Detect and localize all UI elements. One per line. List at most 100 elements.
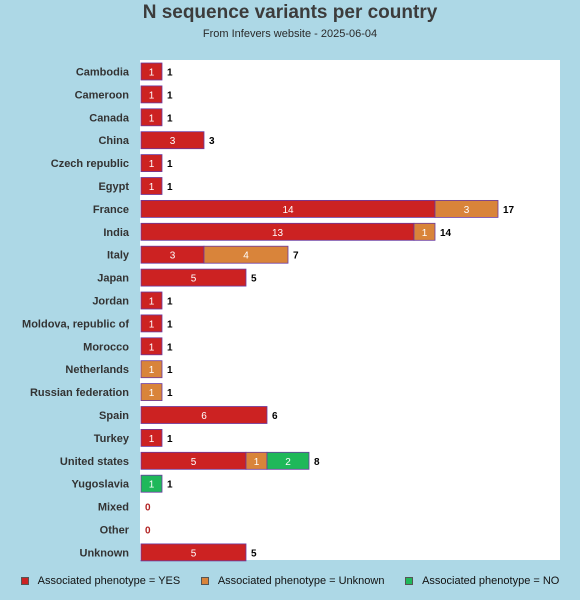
- legend-swatch-unknown: [200, 577, 209, 585]
- total-label-unknown: 5: [251, 548, 257, 559]
- total-label-morocco: 1: [167, 342, 173, 353]
- bar-netherlands-unknown[interactable]: [140, 360, 163, 379]
- bar-label-cameroon-yes: 1: [149, 90, 155, 101]
- category-label-other: Other: [100, 525, 130, 537]
- category-label-russian-federation: Russian federation: [30, 387, 129, 399]
- bar-label-jordan-yes: 1: [149, 297, 155, 308]
- total-label-spain: 6: [272, 411, 278, 422]
- total-label-netherlands: 1: [167, 365, 173, 376]
- total-label-china: 3: [209, 136, 215, 147]
- bar-china-yes[interactable]: [140, 131, 205, 150]
- bar-canada-yes[interactable]: [140, 108, 163, 127]
- bar-label-india-yes: 13: [272, 228, 284, 239]
- total-label-france: 17: [503, 205, 515, 216]
- category-label-jordan: Jordan: [92, 296, 129, 308]
- bar-label-unknown-yes: 5: [191, 548, 197, 559]
- total-label-cameroon: 1: [167, 90, 173, 101]
- bar-france-unknown[interactable]: [434, 199, 499, 218]
- legend: Associated phenotype = YES Associated ph…: [0, 575, 580, 587]
- legend-label-unknown: Associated phenotype = Unknown: [217, 575, 385, 587]
- bar-morocco-yes[interactable]: [140, 337, 163, 356]
- total-label-united-states: 8: [314, 457, 320, 468]
- bar-label-italy-yes: 3: [170, 251, 176, 262]
- bar-label-egypt-yes: 1: [149, 182, 155, 193]
- bar-label-spain-yes: 6: [201, 411, 207, 422]
- total-label-moldova-republic-of: 1: [167, 319, 173, 330]
- bar-label-yugoslavia-no: 1: [149, 480, 155, 491]
- bar-label-france-yes: 14: [282, 205, 294, 216]
- category-label-china: China: [98, 135, 129, 147]
- category-label-canada: Canada: [89, 112, 130, 124]
- bar-russian-federation-unknown[interactable]: [140, 383, 163, 402]
- bar-japan-yes[interactable]: [140, 268, 247, 287]
- category-label-united-states: United states: [60, 456, 129, 468]
- bar-label-moldova-republic-of-yes: 1: [149, 319, 155, 330]
- legend-item-unknown[interactable]: Associated phenotype = Unknown: [200, 575, 385, 587]
- bar-egypt-yes[interactable]: [140, 177, 163, 195]
- bar-jordan-yes[interactable]: [140, 291, 163, 310]
- legend-item-yes[interactable]: Associated phenotype = YES: [20, 575, 181, 587]
- bar-czech-republic-yes[interactable]: [140, 154, 163, 173]
- total-label-india: 14: [440, 228, 452, 239]
- legend-item-no[interactable]: Associated phenotype = NO: [405, 575, 559, 587]
- category-label-turkey: Turkey: [94, 433, 130, 445]
- bar-italy-unknown[interactable]: [203, 245, 289, 264]
- bar-label-turkey-yes: 1: [149, 434, 155, 445]
- category-label-netherlands: Netherlands: [65, 364, 129, 376]
- category-label-india: India: [103, 227, 130, 239]
- category-label-mixed: Mixed: [98, 502, 129, 514]
- bar-unknown-yes[interactable]: [140, 543, 247, 562]
- total-label-other: 0: [145, 526, 151, 537]
- bar-cambodia-yes[interactable]: [140, 62, 163, 81]
- chart-subtitle: From Infevers website - 2025-06-04: [202, 28, 378, 40]
- plot-area: [140, 60, 560, 560]
- category-label-moldova-republic-of: Moldova, republic of: [22, 318, 129, 330]
- legend-swatch-no: [405, 577, 414, 585]
- category-label-morocco: Morocco: [83, 341, 129, 353]
- bar-label-united-states-no: 2: [285, 457, 291, 468]
- category-label-unknown: Unknown: [80, 547, 130, 559]
- bar-cameroon-yes[interactable]: [140, 85, 163, 104]
- bar-label-united-states-yes: 5: [191, 457, 197, 468]
- total-label-cambodia: 1: [167, 68, 173, 79]
- category-label-czech-republic: Czech republic: [51, 158, 129, 170]
- total-label-jordan: 1: [167, 297, 173, 308]
- bar-label-india-unknown: 1: [422, 228, 428, 239]
- category-label-cambodia: Cambodia: [76, 67, 130, 79]
- legend-swatch-yes: [20, 577, 29, 585]
- bar-label-cambodia-yes: 1: [149, 68, 155, 79]
- chart-title: N sequence variants per country: [142, 2, 438, 23]
- bar-label-japan-yes: 5: [191, 274, 197, 285]
- total-label-egypt: 1: [167, 182, 173, 193]
- bar-united-states-no[interactable]: [266, 451, 310, 470]
- bar-label-russian-federation-unknown: 1: [149, 388, 155, 399]
- bar-label-canada-yes: 1: [149, 113, 155, 124]
- bar-india-unknown[interactable]: [413, 222, 436, 241]
- total-label-mixed: 0: [145, 503, 151, 514]
- bar-turkey-yes[interactable]: [140, 428, 163, 447]
- category-label-cameroon: Cameroon: [75, 89, 130, 101]
- total-label-russian-federation: 1: [167, 388, 173, 399]
- total-label-yugoslavia: 1: [167, 480, 173, 491]
- legend-label-yes: Associated phenotype = YES: [37, 575, 181, 587]
- bar-label-netherlands-unknown: 1: [149, 365, 155, 376]
- category-label-spain: Spain: [99, 410, 129, 422]
- bar-label-united-states-unknown: 1: [254, 457, 260, 468]
- total-label-italy: 7: [293, 251, 299, 262]
- category-label-france: France: [93, 204, 129, 216]
- bar-yugoslavia-no[interactable]: [140, 474, 163, 493]
- bar-label-china-yes: 3: [170, 136, 176, 147]
- total-label-czech-republic: 1: [167, 159, 173, 170]
- category-label-egypt: Egypt: [98, 181, 129, 193]
- category-label-yugoslavia: Yugoslavia: [72, 479, 130, 491]
- bar-label-italy-unknown: 4: [243, 251, 249, 262]
- total-label-japan: 5: [251, 274, 257, 285]
- bar-label-morocco-yes: 1: [149, 342, 155, 353]
- total-label-canada: 1: [167, 113, 173, 124]
- bar-spain-yes[interactable]: [140, 406, 268, 424]
- total-label-turkey: 1: [167, 434, 173, 445]
- bar-moldova-republic-of-yes[interactable]: [140, 314, 163, 333]
